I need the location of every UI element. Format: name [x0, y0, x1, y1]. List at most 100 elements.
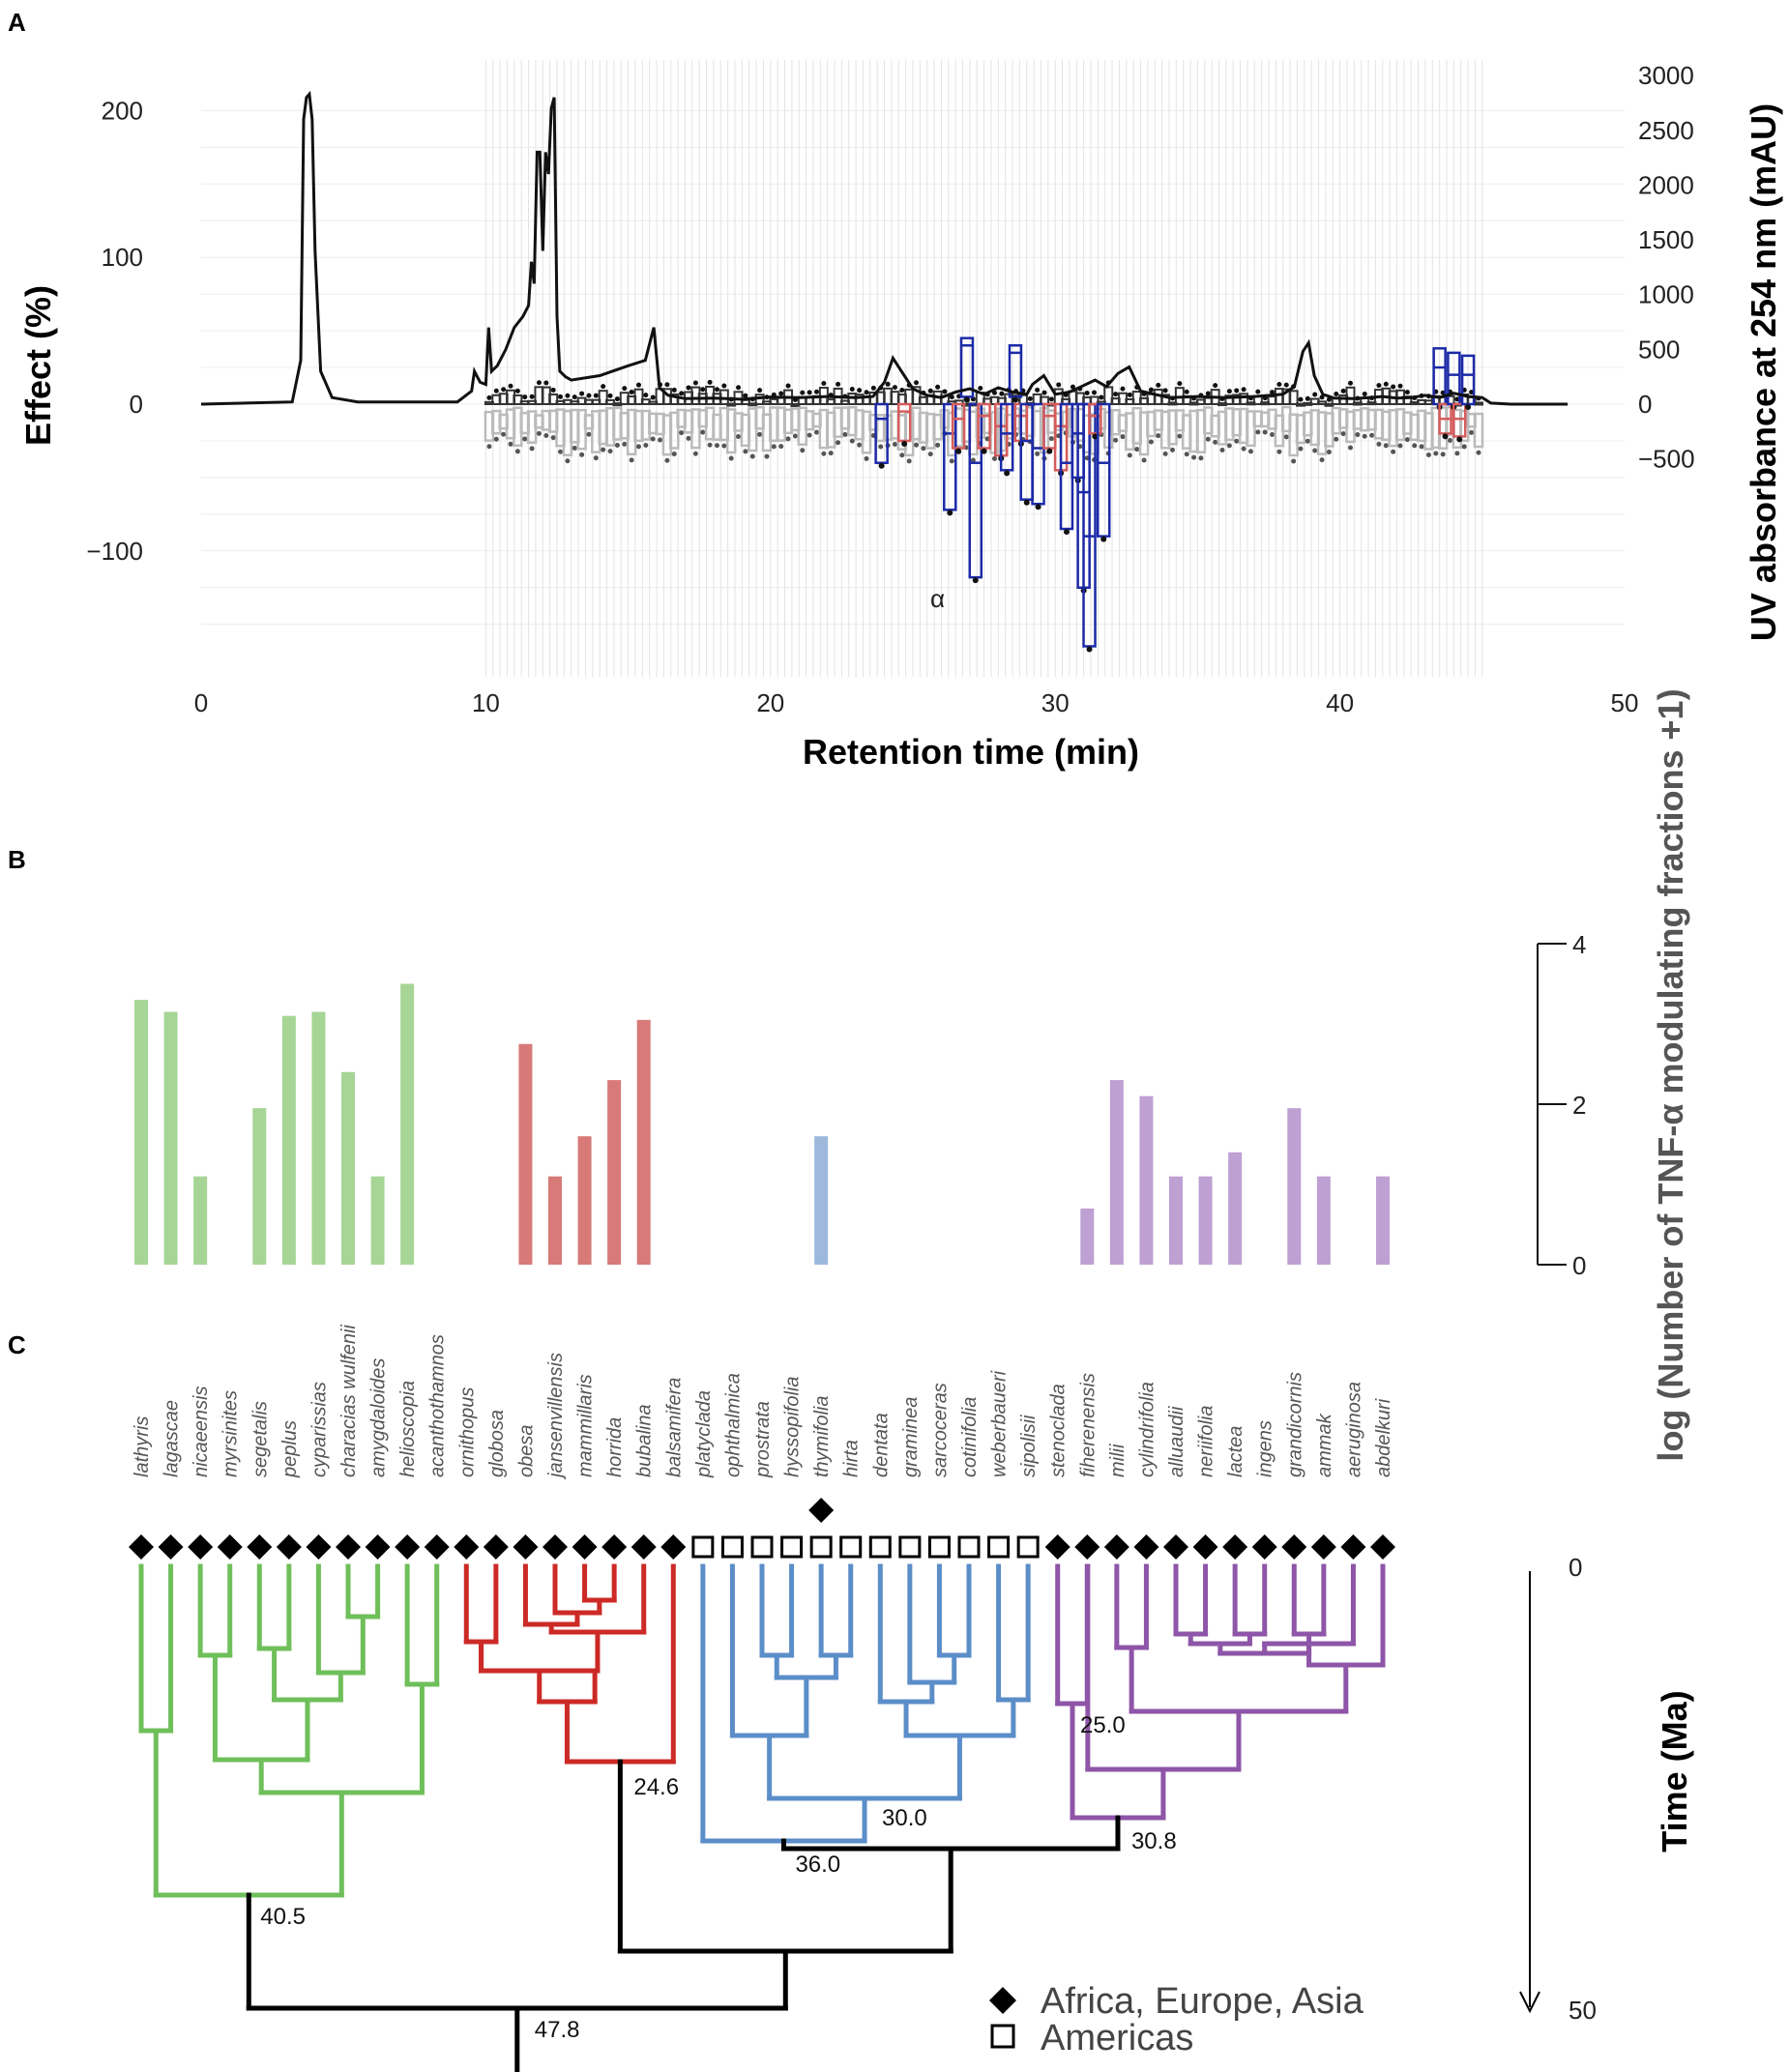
species-label: obesa — [515, 1425, 537, 1478]
y-tick-label: 0 — [1572, 1251, 1586, 1280]
alpha-annotation: α — [930, 584, 945, 613]
outlier-point — [1456, 436, 1463, 443]
outlier-point — [821, 381, 827, 387]
diamond-marker — [1044, 1534, 1070, 1560]
species-label: horrida — [604, 1417, 626, 1477]
outlier-point — [743, 393, 748, 398]
node-age-label: 40.5 — [260, 1904, 306, 1930]
outlier-point — [1234, 388, 1240, 394]
outlier-point — [1177, 381, 1183, 387]
outlier-point — [1100, 536, 1107, 542]
species-names: lathyris lagascae nicaeensis myrsinites sege… — [132, 1325, 1394, 1480]
outlier-point — [614, 443, 620, 449]
outlier-point — [1198, 455, 1204, 461]
legend-square-icon — [990, 2024, 1015, 2049]
bar-amygdaloides — [370, 1176, 385, 1265]
outlier-point — [1298, 446, 1304, 452]
y2-tick-label: 0 — [1638, 390, 1652, 419]
diamond-marker — [513, 1534, 539, 1560]
species-label: abdelkuri — [1373, 1398, 1394, 1477]
outlier-point — [1205, 391, 1211, 396]
outlier-point — [1099, 394, 1104, 400]
outlier-point — [572, 445, 577, 451]
species-label: grandicornis — [1284, 1372, 1305, 1477]
square-marker — [868, 1535, 892, 1559]
boxplot-dark — [1473, 401, 1483, 406]
outlier-point — [721, 443, 727, 449]
outlier-point — [1319, 394, 1325, 400]
legend-label: Africa, Europe, Asia — [1041, 1981, 1364, 2022]
outlier-point — [1255, 389, 1261, 394]
bar-bubalina — [636, 1019, 651, 1265]
outlier-point — [1347, 380, 1353, 386]
outlier-point — [593, 455, 599, 461]
diamond-marker — [365, 1534, 391, 1560]
outlier-point — [949, 458, 954, 464]
species-label: sarcoceras — [929, 1383, 951, 1477]
uv-absorbance-line — [200, 90, 1569, 406]
y-tick-label: 4 — [1572, 930, 1586, 959]
species-label: platyclada — [693, 1390, 715, 1478]
outlier-point — [486, 444, 492, 450]
outlier-point — [1276, 382, 1282, 388]
outlier-point — [864, 390, 869, 395]
outlier-point — [493, 436, 499, 442]
outlier-point — [942, 389, 948, 394]
outlier-point — [565, 393, 571, 398]
outlier-point — [1226, 443, 1232, 449]
diamond-marker — [1222, 1534, 1248, 1560]
outlier-point — [1120, 434, 1126, 440]
outlier-point — [885, 381, 891, 387]
outlier-point — [1334, 392, 1339, 397]
outlier-point — [736, 385, 742, 391]
outlier-point — [601, 447, 606, 452]
outlier-point — [1156, 382, 1161, 388]
species-label: ophthalmica — [722, 1373, 744, 1477]
outlier-point — [878, 462, 885, 469]
outlier-point — [714, 387, 719, 393]
outlier-point — [1092, 390, 1098, 395]
species-label: hyssopifolia — [782, 1376, 804, 1477]
boxplot-red — [951, 402, 966, 450]
outlier-point — [1046, 448, 1053, 454]
species-label: globosa — [486, 1410, 508, 1477]
outlier-point — [981, 448, 987, 454]
outlier-point — [792, 433, 798, 439]
bar-fiherenensis — [1080, 1208, 1095, 1265]
outlier-point — [842, 431, 848, 437]
species-label: sipolisii — [1018, 1415, 1040, 1477]
outlier-point — [1433, 451, 1439, 456]
boxplot-blue — [1031, 402, 1045, 506]
outlier-point — [1041, 390, 1047, 395]
outlier-point — [558, 394, 564, 399]
outlier-point — [1262, 429, 1268, 435]
outlier-point — [864, 455, 869, 461]
square-marker — [927, 1535, 951, 1559]
outlier-point — [671, 387, 677, 393]
outlier-point — [1419, 444, 1424, 450]
outlier-point — [579, 452, 585, 457]
outlier-point — [914, 380, 920, 386]
species-label: ammak — [1314, 1413, 1335, 1477]
outlier-point — [1056, 382, 1062, 388]
outlier-point — [565, 458, 571, 464]
species-label: fiherenensis — [1077, 1373, 1099, 1477]
outlier-point — [1312, 448, 1318, 453]
outlier-point — [1048, 396, 1054, 402]
outlier-point — [1312, 392, 1318, 397]
outlier-point — [1070, 384, 1075, 390]
bar-jansenvillensis — [548, 1176, 562, 1265]
outlier-point — [764, 453, 770, 459]
node-age-label: 30.0 — [882, 1805, 927, 1831]
legend-label: Americas — [1041, 2018, 1193, 2058]
diamond-marker — [217, 1534, 243, 1560]
outlier-point — [778, 391, 784, 396]
outlier-point — [707, 442, 713, 448]
outlier-point — [927, 388, 933, 394]
diamond-marker — [1133, 1534, 1159, 1560]
outlier-point — [671, 452, 677, 457]
species-label: weberbaueri — [989, 1370, 1011, 1477]
outlier-point — [1362, 433, 1367, 439]
boxplot-dark — [1317, 400, 1328, 405]
diamond-marker — [631, 1534, 657, 1560]
